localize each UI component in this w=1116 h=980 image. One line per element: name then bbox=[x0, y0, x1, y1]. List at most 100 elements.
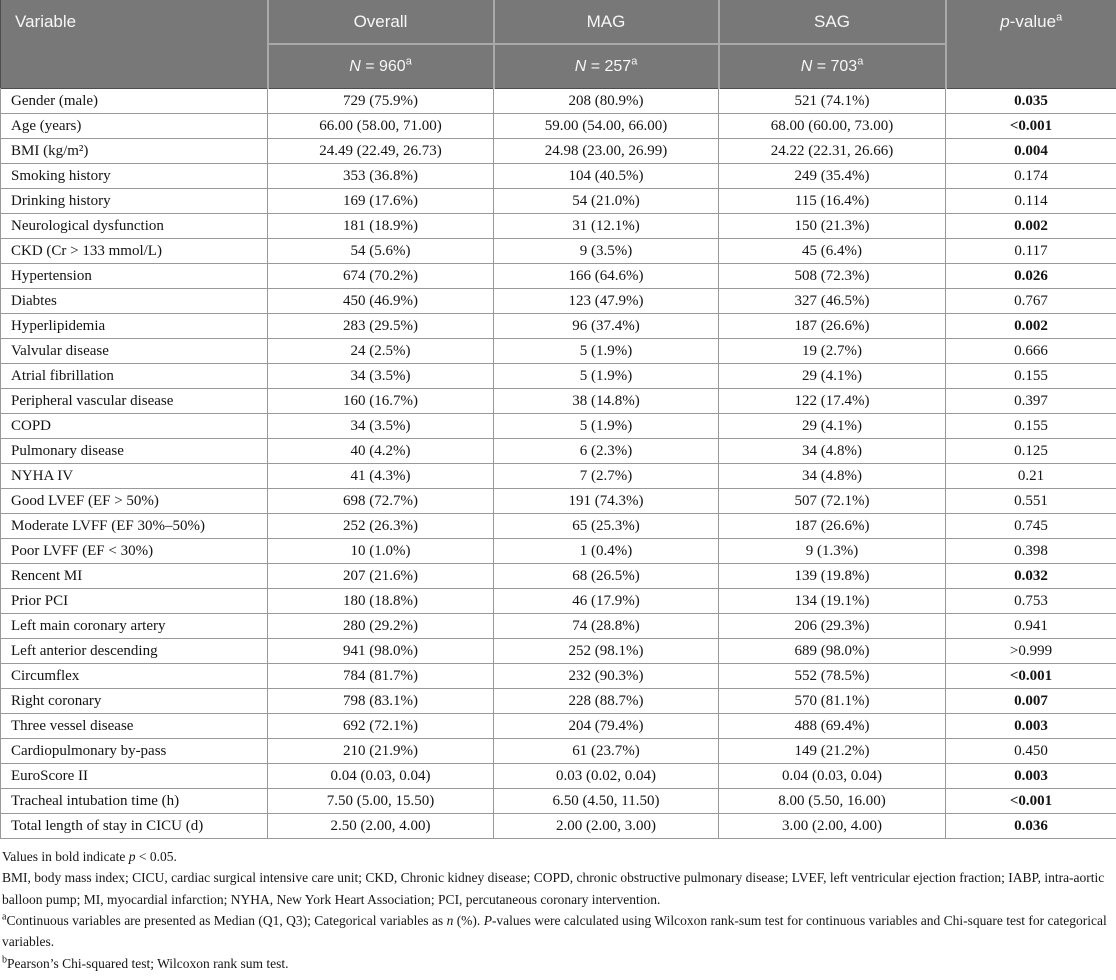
cell-variable: NYHA IV bbox=[1, 464, 268, 489]
footnote-line: aContinuous variables are presented as M… bbox=[2, 910, 1112, 953]
pvalue-rest: -value bbox=[1010, 12, 1056, 31]
cell-variable: Right coronary bbox=[1, 689, 268, 714]
cell-pvalue: 0.007 bbox=[946, 689, 1116, 714]
cell-variable: Poor LVFF (EF < 30%) bbox=[1, 539, 268, 564]
pvalue-p-italic: p bbox=[1000, 12, 1009, 31]
header-group-overall: Overall bbox=[268, 0, 494, 44]
n-value: = 257 bbox=[586, 58, 631, 75]
table-row: Moderate LVFF (EF 30%–50%)252 (26.3%)65 … bbox=[1, 514, 1116, 539]
header-n-overall: N = 960a bbox=[268, 44, 494, 89]
cell-mag: 74 (28.8%) bbox=[494, 614, 719, 639]
cell-sag: 507 (72.1%) bbox=[719, 489, 946, 514]
n-footnote-marker: a bbox=[406, 55, 412, 67]
cell-overall: 2.50 (2.00, 4.00) bbox=[268, 814, 494, 839]
cell-overall: 34 (3.5%) bbox=[268, 414, 494, 439]
cell-mag: 6.50 (4.50, 11.50) bbox=[494, 789, 719, 814]
cell-variable: Good LVEF (EF > 50%) bbox=[1, 489, 268, 514]
cell-sag: 249 (35.4%) bbox=[719, 164, 946, 189]
cell-sag: 206 (29.3%) bbox=[719, 614, 946, 639]
cell-pvalue: 0.398 bbox=[946, 539, 1116, 564]
cell-overall: 798 (83.1%) bbox=[268, 689, 494, 714]
cell-sag: 689 (98.0%) bbox=[719, 639, 946, 664]
table-header: Variable Overall MAG SAG p-valuea N = 96… bbox=[1, 0, 1116, 89]
cell-overall: 181 (18.9%) bbox=[268, 214, 494, 239]
footnote-line: bPearson’s Chi-squared test; Wilcoxon ra… bbox=[2, 953, 1112, 974]
cell-mag: 208 (80.9%) bbox=[494, 89, 719, 114]
cell-mag: 5 (1.9%) bbox=[494, 339, 719, 364]
table-row: Good LVEF (EF > 50%)698 (72.7%)191 (74.3… bbox=[1, 489, 1116, 514]
cell-overall: 180 (18.8%) bbox=[268, 589, 494, 614]
cell-mag: 31 (12.1%) bbox=[494, 214, 719, 239]
cell-overall: 10 (1.0%) bbox=[268, 539, 494, 564]
cell-overall: 692 (72.1%) bbox=[268, 714, 494, 739]
n-value: = 703 bbox=[812, 58, 857, 75]
cell-overall: 280 (29.2%) bbox=[268, 614, 494, 639]
cell-pvalue: 0.666 bbox=[946, 339, 1116, 364]
footnotes: Values in bold indicate p < 0.05.BMI, bo… bbox=[0, 846, 1116, 980]
cell-overall: 698 (72.7%) bbox=[268, 489, 494, 514]
cell-pvalue: 0.036 bbox=[946, 814, 1116, 839]
cell-sag: 68.00 (60.00, 73.00) bbox=[719, 114, 946, 139]
cell-sag: 45 (6.4%) bbox=[719, 239, 946, 264]
cell-sag: 327 (46.5%) bbox=[719, 289, 946, 314]
cell-variable: Drinking history bbox=[1, 189, 268, 214]
cell-pvalue: 0.450 bbox=[946, 739, 1116, 764]
cell-sag: 34 (4.8%) bbox=[719, 464, 946, 489]
n-value: = 960 bbox=[361, 58, 406, 75]
cell-variable: Valvular disease bbox=[1, 339, 268, 364]
cell-variable: Gender (male) bbox=[1, 89, 268, 114]
cell-overall: 674 (70.2%) bbox=[268, 264, 494, 289]
table-row: Poor LVFF (EF < 30%)10 (1.0%)1 (0.4%)9 (… bbox=[1, 539, 1116, 564]
table-row: CKD (Cr > 133 mmol/L)54 (5.6%)9 (3.5%)45… bbox=[1, 239, 1116, 264]
cell-variable: BMI (kg/m²) bbox=[1, 139, 268, 164]
cell-variable: EuroScore II bbox=[1, 764, 268, 789]
cell-overall: 0.04 (0.03, 0.04) bbox=[268, 764, 494, 789]
cell-sag: 187 (26.6%) bbox=[719, 314, 946, 339]
cell-sag: 8.00 (5.50, 16.00) bbox=[719, 789, 946, 814]
cell-mag: 252 (98.1%) bbox=[494, 639, 719, 664]
cell-variable: Rencent MI bbox=[1, 564, 268, 589]
cell-overall: 207 (21.6%) bbox=[268, 564, 494, 589]
cell-pvalue: 0.026 bbox=[946, 264, 1116, 289]
cell-variable: Cardiopulmonary by-pass bbox=[1, 739, 268, 764]
cell-variable: Total length of stay in CICU (d) bbox=[1, 814, 268, 839]
cell-pvalue: 0.114 bbox=[946, 189, 1116, 214]
cell-variable: Left main coronary artery bbox=[1, 614, 268, 639]
cell-pvalue: <0.001 bbox=[946, 789, 1116, 814]
cell-pvalue: 0.155 bbox=[946, 364, 1116, 389]
cell-variable: Moderate LVFF (EF 30%–50%) bbox=[1, 514, 268, 539]
cell-pvalue: 0.21 bbox=[946, 464, 1116, 489]
cell-sag: 24.22 (22.31, 26.66) bbox=[719, 139, 946, 164]
cell-mag: 7 (2.7%) bbox=[494, 464, 719, 489]
cell-mag: 68 (26.5%) bbox=[494, 564, 719, 589]
cell-variable: Atrial fibrillation bbox=[1, 364, 268, 389]
cell-mag: 191 (74.3%) bbox=[494, 489, 719, 514]
cell-overall: 24.49 (22.49, 26.73) bbox=[268, 139, 494, 164]
cell-overall: 66.00 (58.00, 71.00) bbox=[268, 114, 494, 139]
cell-sag: 19 (2.7%) bbox=[719, 339, 946, 364]
header-group-mag: MAG bbox=[494, 0, 719, 44]
cell-overall: 40 (4.2%) bbox=[268, 439, 494, 464]
cell-pvalue: 0.003 bbox=[946, 714, 1116, 739]
cell-variable: Diabtes bbox=[1, 289, 268, 314]
cell-sag: 570 (81.1%) bbox=[719, 689, 946, 714]
cell-overall: 41 (4.3%) bbox=[268, 464, 494, 489]
cell-sag: 29 (4.1%) bbox=[719, 414, 946, 439]
cell-variable: Tracheal intubation time (h) bbox=[1, 789, 268, 814]
cell-pvalue: 0.035 bbox=[946, 89, 1116, 114]
header-row-groups: Variable Overall MAG SAG p-valuea bbox=[1, 0, 1116, 44]
cell-pvalue: 0.125 bbox=[946, 439, 1116, 464]
header-pvalue: p-valuea bbox=[946, 0, 1116, 89]
